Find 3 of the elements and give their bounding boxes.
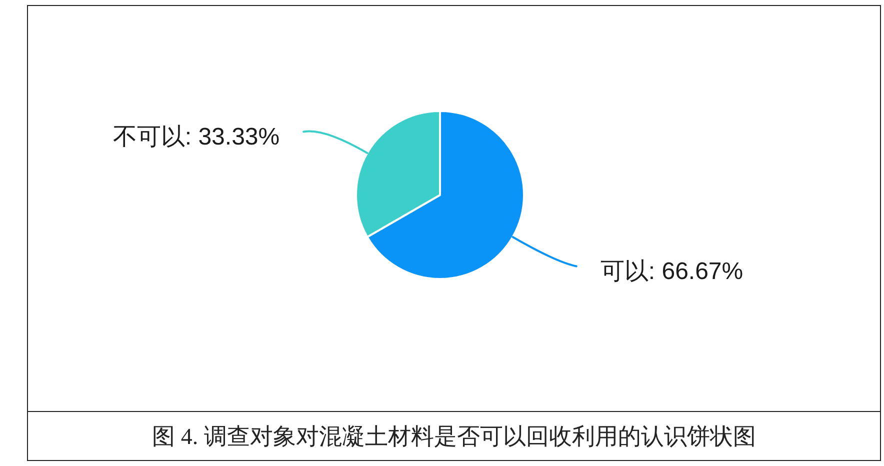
slice-label: 不可以: 33.33% [112, 123, 280, 150]
text: 图 4. 调查对象对混凝土材料是否可以回收利用的认识饼状图 [152, 423, 756, 451]
slice-label: 可以: 66.67% [600, 258, 744, 285]
